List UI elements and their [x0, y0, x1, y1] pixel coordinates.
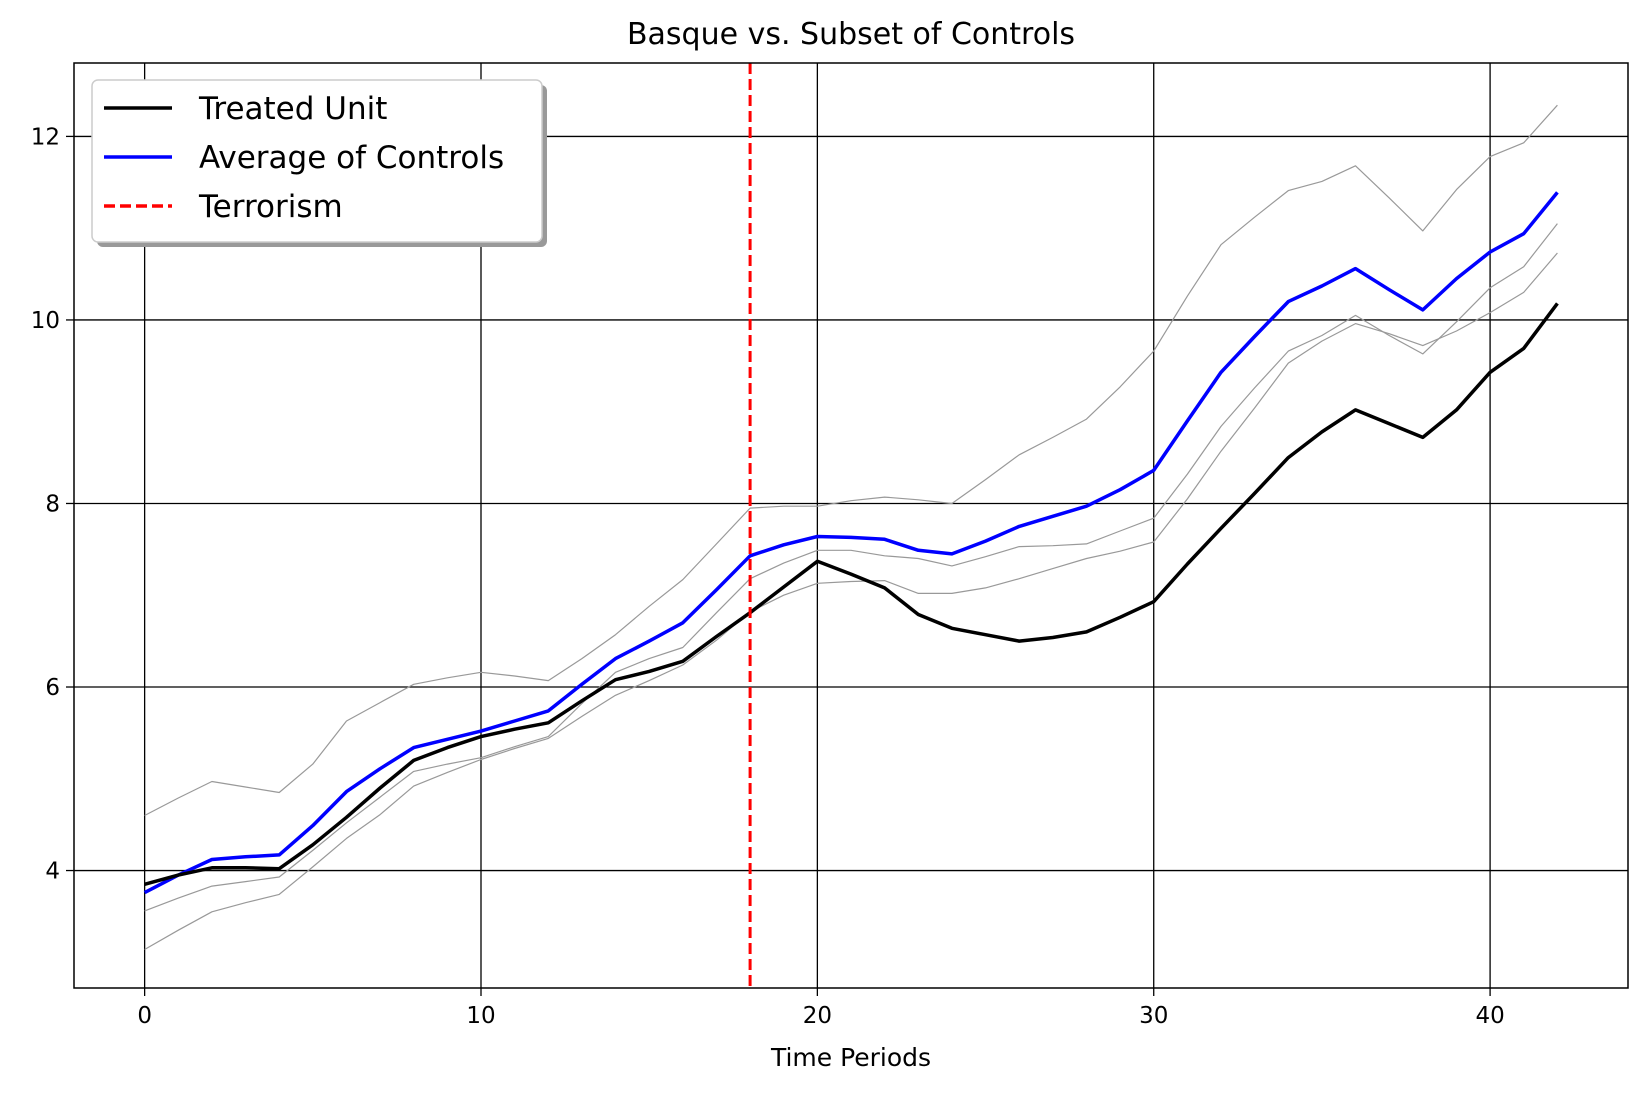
- series-lines: [143, 191, 1559, 895]
- control-series-line: [144, 104, 1558, 817]
- chart-title: Basque vs. Subset of Controls: [627, 17, 1075, 52]
- legend-box: [91, 79, 543, 243]
- legend-label-treated-unit: Treated Unit: [198, 91, 387, 127]
- plot-area-frame: [73, 62, 1629, 989]
- x-tick-label: 10: [466, 1003, 495, 1029]
- series-line-average-of-controls: [143, 191, 1559, 895]
- legend: Treated Unit Average of Controls Terrorism: [91, 79, 547, 247]
- grid-lines: [74, 63, 1628, 988]
- y-tick-label: 10: [31, 308, 60, 334]
- y-tick-label: 6: [45, 675, 60, 701]
- x-axis-label: Time Periods: [770, 1043, 931, 1072]
- control-series-line: [144, 223, 1558, 912]
- x-tick-label: 20: [803, 1003, 832, 1029]
- series-line-treated-unit: [144, 302, 1559, 886]
- legend-label-terrorism: Terrorism: [198, 189, 343, 225]
- y-tick-label: 4: [45, 859, 60, 885]
- x-tick-label: 40: [1475, 1003, 1504, 1029]
- y-tick-label: 12: [31, 124, 60, 150]
- control-series-line: [144, 252, 1558, 951]
- control-series-lines: [144, 104, 1558, 951]
- axis-ticks: 0 10 20 30 40 4 6 8 10 12: [31, 124, 1505, 1029]
- y-tick-label: 8: [45, 491, 60, 517]
- x-tick-label: 30: [1139, 1003, 1168, 1029]
- x-tick-label: 0: [137, 1003, 152, 1029]
- legend-label-average-of-controls: Average of Controls: [199, 140, 504, 176]
